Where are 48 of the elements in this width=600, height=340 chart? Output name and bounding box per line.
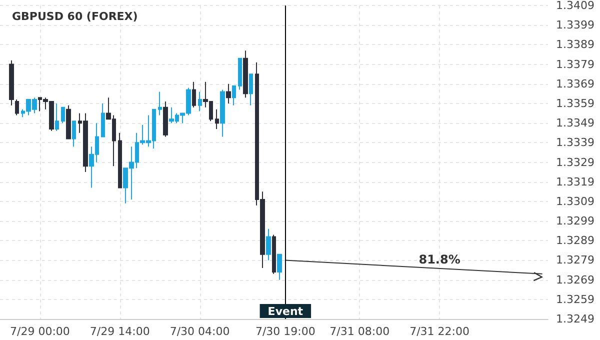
candlestick xyxy=(163,101,168,138)
candlestick xyxy=(55,102,59,132)
y-tick-label: 1.3269 xyxy=(556,273,594,286)
y-tick-label: 1.3279 xyxy=(556,254,594,267)
series-label: 81.8% xyxy=(418,252,460,266)
candlestick xyxy=(61,106,65,124)
y-tick-label: 1.3359 xyxy=(556,96,594,110)
candlestick xyxy=(220,89,225,138)
ref-line-label: Event xyxy=(268,305,304,318)
y-tick-label: 1.3379 xyxy=(556,58,594,71)
y-tick-label: 1.3299 xyxy=(556,214,594,228)
candlestick xyxy=(158,91,162,116)
chart-title: GBPUSD 60 (FOREX) xyxy=(12,10,138,23)
y-tick-label: 1.3349 xyxy=(556,116,594,130)
y-tick-label: 1.3319 xyxy=(556,175,594,188)
candlestick xyxy=(215,108,219,130)
candlestick xyxy=(277,254,282,280)
candlestick xyxy=(226,83,231,104)
y-tick-label: 1.3389 xyxy=(556,38,594,52)
y-tick-label: 1.3259 xyxy=(556,292,594,306)
candlestick xyxy=(232,85,236,106)
candlestick xyxy=(249,74,253,106)
y-tick-label: 1.3309 xyxy=(556,194,594,208)
candlestick xyxy=(192,81,196,108)
y-tick-label: 1.3339 xyxy=(556,136,594,150)
y-tick-label: 1.3409 xyxy=(556,0,594,12)
y-tick-label: 1.3289 xyxy=(556,234,594,248)
candlestick xyxy=(72,120,76,148)
candlestick xyxy=(272,234,276,274)
x-tick-label: 7/30 19:00 xyxy=(255,325,316,338)
candlestick xyxy=(101,102,105,138)
x-tick-label: 7/31 08:00 xyxy=(330,325,390,338)
candlestick xyxy=(15,99,19,116)
candlestick xyxy=(243,50,248,98)
x-tick-label: 7/29 14:00 xyxy=(90,325,150,338)
x-tick-label: 7/29 00:00 xyxy=(10,325,70,338)
y-tick-label: 1.3369 xyxy=(556,77,594,90)
x-tick-label: 7/30 04:00 xyxy=(170,325,230,338)
candlestick xyxy=(118,132,122,188)
x-tick-label: 7/31 22:00 xyxy=(410,325,470,338)
candlestick xyxy=(198,91,202,112)
candlestick xyxy=(9,60,14,106)
candlestick xyxy=(66,104,71,140)
candlestick xyxy=(266,228,271,261)
y-tick-label: 1.3249 xyxy=(556,312,594,326)
y-tick-label: 1.3399 xyxy=(556,18,594,32)
candlestick xyxy=(238,58,242,90)
y-tick-label: 1.3329 xyxy=(556,156,594,169)
